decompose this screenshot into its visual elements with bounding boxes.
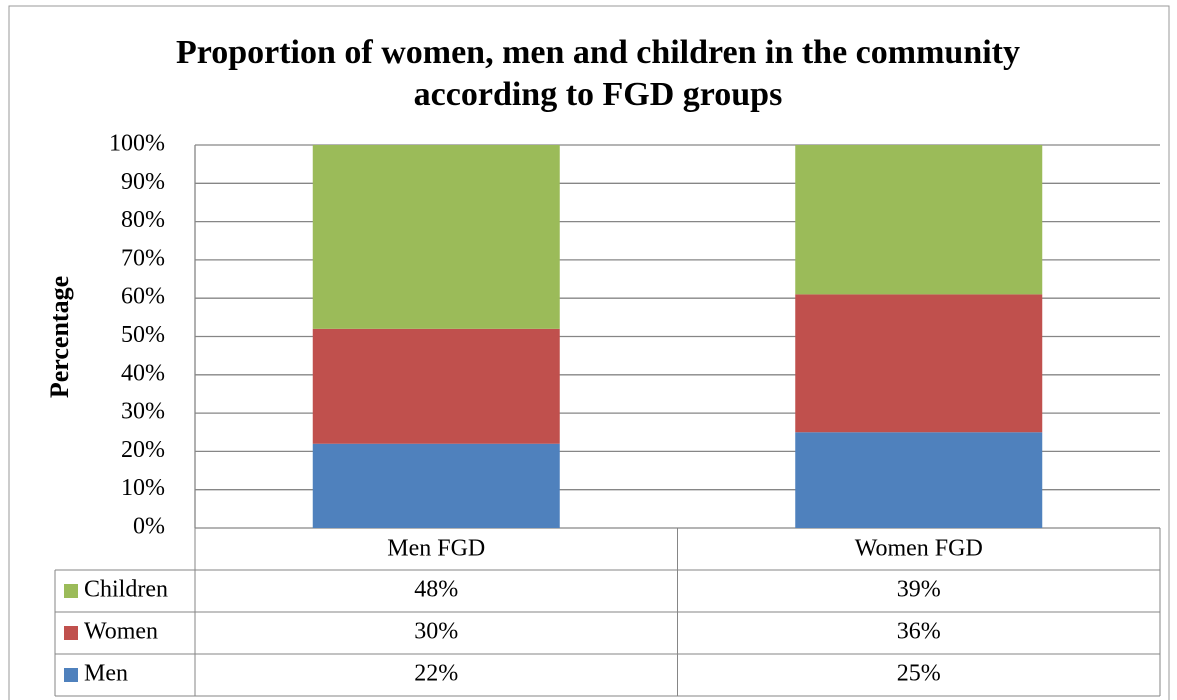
chart-title: according to FGD groups — [414, 76, 783, 113]
table-cell: 39% — [897, 577, 941, 603]
y-tick-label: 50% — [121, 322, 165, 348]
legend-label: Men — [84, 661, 128, 687]
y-tick-label: 100% — [109, 131, 165, 157]
table-cell: 22% — [414, 661, 458, 687]
legend-swatch — [64, 584, 78, 598]
y-tick-label: 90% — [121, 169, 165, 195]
x-tick-label: Men FGD — [387, 536, 485, 562]
legend-label: Children — [84, 577, 168, 603]
y-tick-label: 20% — [121, 437, 165, 463]
y-tick-label: 60% — [121, 284, 165, 310]
y-tick-label: 70% — [121, 245, 165, 271]
y-axis-label: Percentage — [45, 276, 74, 398]
table-cell: 30% — [414, 619, 458, 645]
table-cell: 48% — [414, 577, 458, 603]
bar-segment — [312, 145, 560, 329]
y-tick-label: 0% — [133, 514, 165, 540]
chart-title: Proportion of women, men and children in… — [176, 34, 1020, 71]
bar-segment — [795, 432, 1043, 528]
bar-segment — [795, 294, 1043, 433]
y-tick-label: 40% — [121, 360, 165, 386]
legend-swatch — [64, 626, 78, 640]
y-tick-label: 30% — [121, 399, 165, 425]
legend-swatch — [64, 668, 78, 682]
y-tick-label: 10% — [121, 475, 165, 501]
chart-frame — [8, 5, 1170, 700]
bar-segment — [795, 145, 1043, 295]
bar-segment — [312, 443, 560, 528]
bar-segment — [312, 328, 560, 444]
x-tick-label: Women FGD — [855, 536, 983, 562]
table-cell: 25% — [897, 661, 941, 687]
y-tick-label: 80% — [121, 207, 165, 233]
legend-label: Women — [84, 619, 158, 645]
table-cell: 36% — [897, 619, 941, 645]
